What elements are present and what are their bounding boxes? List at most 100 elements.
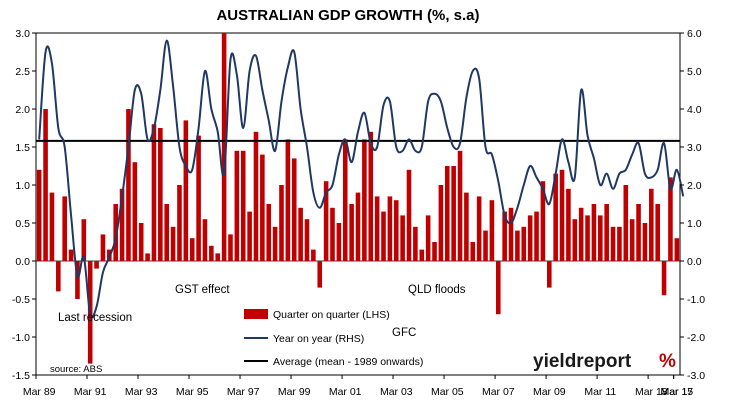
bar-quarter-56: [393, 200, 399, 261]
bar-quarter-2: [49, 192, 55, 261]
bar-quarter-0: [36, 169, 42, 261]
x-tick-label: Mar 05: [431, 386, 464, 398]
x-tick-label: Mar 01: [329, 386, 362, 398]
bar-quarter-70: [483, 230, 488, 261]
bar-quarter-83: [566, 188, 571, 261]
bar-quarter-21: [170, 226, 176, 261]
bar-quarter-39: [285, 139, 291, 261]
bar-quarter-62: [432, 242, 437, 261]
left-tick-label: -1.0: [12, 332, 30, 344]
bar-quarter-14: [126, 109, 131, 261]
bar-quarter-47: [336, 223, 342, 261]
bar-quarter-79: [540, 181, 546, 261]
bar-quarter-55: [387, 196, 393, 261]
left-tick-label: 2.0: [15, 104, 30, 116]
bar-quarter-32: [240, 150, 246, 261]
bar-quarter-63: [438, 185, 444, 261]
left-tick-label: -1.5: [12, 370, 30, 382]
bar-quarter-44: [317, 261, 323, 288]
bar-quarter-54: [381, 211, 386, 261]
bar-quarter-31: [234, 150, 240, 261]
legend-swatch-bars: [244, 309, 268, 319]
legend-label-bars: Quarter on quarter (LHS): [273, 309, 390, 321]
chart-title: AUSTRALIAN GDP GROWTH (%, s.a): [216, 7, 479, 24]
x-tick-label: Mar 09: [533, 386, 566, 398]
yieldreport-logo: yieldreport %: [533, 351, 676, 372]
right-tick-label: 0.0: [687, 256, 702, 268]
x-tick-label: Mar 17: [660, 386, 693, 398]
bar-quarter-87: [591, 204, 597, 261]
bar-quarter-96: [649, 188, 654, 261]
bar-quarter-45: [323, 181, 329, 261]
line-year-on-year: [38, 39, 685, 319]
bar-quarter-37: [272, 226, 278, 261]
bar-quarter-88: [598, 215, 603, 261]
x-tick-label: Mar 91: [74, 386, 107, 398]
bar-quarter-6: [75, 261, 80, 299]
bar-quarter-29: [221, 33, 227, 261]
annotation-gst-effect: GST effect: [175, 284, 230, 296]
bar-quarter-19: [158, 128, 163, 261]
bar-quarter-51: [362, 139, 367, 261]
left-tick-label: 1.0: [15, 180, 30, 192]
bar-quarter-95: [642, 223, 648, 261]
bar-quarter-4: [62, 196, 67, 261]
bar-quarter-40: [291, 158, 297, 261]
bar-quarter-36: [266, 204, 272, 261]
x-tick-label: Mar 93: [125, 386, 158, 398]
bar-quarter-92: [623, 185, 629, 261]
bar-quarter-85: [578, 207, 584, 261]
logo-percent: %: [659, 351, 676, 372]
bar-quarter-68: [470, 242, 476, 261]
x-tick-label: Mar 97: [227, 386, 260, 398]
bar-quarter-97: [655, 204, 660, 261]
bar-quarter-90: [610, 226, 616, 261]
bar-quarter-66: [457, 150, 463, 261]
bar-quarter-81: [553, 173, 558, 261]
bar-quarter-25: [196, 135, 201, 261]
x-tick-label: Mar 03: [380, 386, 413, 398]
x-tick-label: Mar 13: [635, 386, 668, 398]
left-tick-label: -0.5: [12, 294, 30, 306]
bar-quarter-72: [495, 261, 501, 315]
bar-quarter-73: [502, 211, 507, 261]
x-tick-label: Mar 15: [660, 386, 693, 398]
right-tick-label: 1.0: [687, 218, 702, 230]
x-tick-label: Mar 89: [23, 386, 56, 398]
bar-quarter-80: [546, 261, 552, 288]
bar-quarter-67: [464, 192, 469, 261]
left-tick-label: 3.0: [15, 28, 30, 40]
y-axis-right: -3.0 -2.0 -1.0 0.0 1.0 2.0 3.0 4.0 5.0 6.0: [680, 28, 705, 382]
bar-quarter-3: [56, 261, 61, 292]
bar-quarter-27: [209, 245, 214, 261]
bar-quarter-82: [559, 169, 565, 261]
right-tick-label: -2.0: [687, 332, 705, 344]
bar-quarter-41: [298, 207, 303, 261]
bar-quarter-77: [527, 215, 533, 261]
bar-quarter-9: [94, 261, 99, 269]
bar-quarter-52: [368, 131, 374, 261]
bar-quarter-43: [311, 249, 316, 261]
annotation-last-recession: Last recession: [58, 312, 132, 324]
bar-quarter-18: [151, 124, 157, 261]
bar-quarter-75: [515, 230, 520, 261]
bar-quarter-13: [119, 188, 125, 261]
right-tick-label: -1.0: [687, 294, 705, 306]
bar-quarter-78: [534, 211, 539, 261]
legend: Quarter on quarter (LHS) Year on year (R…: [244, 309, 423, 368]
bar-quarter-61: [425, 215, 431, 261]
bar-quarter-15: [132, 162, 138, 261]
bar-quarter-94: [636, 204, 641, 261]
x-tick-label: Mar 99: [278, 386, 311, 398]
bar-quarter-76: [521, 226, 527, 261]
bar-quarter-74: [508, 207, 514, 261]
bar-quarter-24: [189, 238, 195, 261]
bar-quarter-35: [260, 154, 265, 261]
bar-quarter-48: [342, 139, 348, 261]
bar-quarter-69: [476, 196, 482, 261]
bar-quarter-16: [138, 223, 144, 261]
bar-quarter-60: [419, 249, 425, 261]
right-tick-label: 4.0: [687, 104, 702, 116]
right-tick-label: 5.0: [687, 66, 702, 78]
